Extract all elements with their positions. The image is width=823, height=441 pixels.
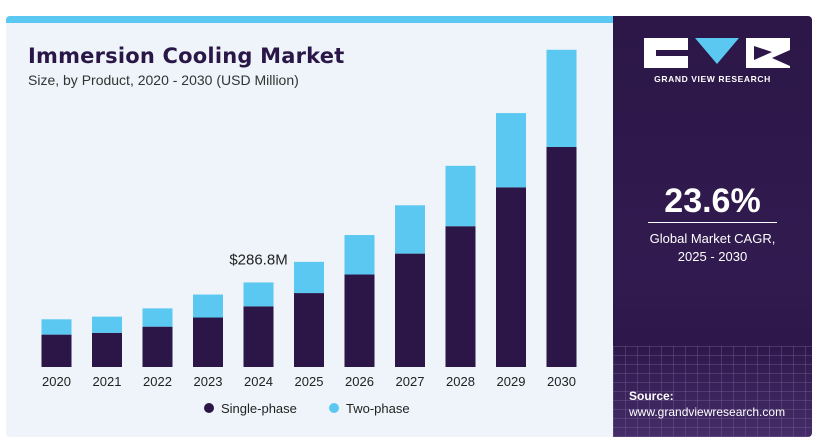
x-tick-label-2024: 2024 — [244, 374, 273, 389]
legend-marker-two-phase — [329, 403, 339, 413]
legend-label-single-phase: Single-phase — [221, 401, 297, 416]
cagr-value: 23.6% — [664, 182, 761, 220]
infographic-card: Immersion Cooling Market Size, by Produc… — [6, 16, 812, 437]
brand-name: GRAND VIEW RESEARCH — [654, 74, 771, 84]
bar-two-phase-2025 — [294, 261, 324, 294]
bar-two-phase-2030 — [546, 49, 577, 147]
bar-two-phase-2027 — [395, 205, 425, 254]
grand-view-research-logo-icon — [644, 38, 790, 68]
legend-label-two-phase: Two-phase — [346, 401, 410, 416]
x-tick-label-2030: 2030 — [547, 374, 576, 389]
bar-chart: 2020 2021 2022 2023 2024 2025 2026 2027 2028 2029… — [41, 49, 577, 416]
bar-two-phase-2022 — [142, 308, 173, 327]
cagr-label-line1: Global Market CAGR, — [649, 231, 776, 246]
chart-subtitle: Size, by Product, 2020 - 2030 (USD Milli… — [28, 72, 299, 88]
stats-panel: GRAND VIEW RESEARCH 23.6% Global Market … — [613, 16, 812, 437]
x-tick-label-2023: 2023 — [194, 374, 223, 389]
x-tick-label-2027: 2027 — [396, 374, 425, 389]
bar-two-phase-2021 — [92, 316, 122, 333]
bar-single-phase-2022 — [142, 326, 173, 367]
divider — [648, 222, 777, 223]
bar-two-phase-2020 — [41, 319, 72, 335]
chart-title: Immersion Cooling Market — [28, 44, 345, 68]
chart-panel: Immersion Cooling Market Size, by Produc… — [6, 23, 613, 437]
annotation-label: $286.8M — [229, 251, 287, 268]
bar-two-phase-2024 — [243, 282, 274, 307]
bar-two-phase-2029 — [496, 113, 526, 188]
accent-bar — [6, 16, 613, 23]
bar-two-phase-2023 — [193, 294, 223, 318]
x-tick-label-2022: 2022 — [143, 374, 172, 389]
x-tick-label-2028: 2028 — [446, 374, 475, 389]
bar-single-phase-2020 — [41, 334, 72, 367]
bar-two-phase-2026 — [344, 235, 375, 275]
bar-single-phase-2027 — [395, 253, 425, 367]
cagr-label: Global Market CAGR, 2025 - 2030 — [613, 230, 812, 266]
bar-single-phase-2024 — [243, 306, 274, 367]
bar-single-phase-2021 — [92, 332, 122, 367]
x-tick-label-2029: 2029 — [497, 374, 526, 389]
bar-two-phase-2028 — [445, 165, 476, 227]
bar-single-phase-2026 — [344, 274, 375, 367]
source-url[interactable]: www.grandviewresearch.com — [629, 405, 786, 419]
x-tick-label-2025: 2025 — [295, 374, 324, 389]
x-tick-label-2026: 2026 — [345, 374, 374, 389]
source-label: Source: — [629, 389, 674, 403]
decorative-grid — [613, 346, 812, 437]
cagr-label-line2: 2025 - 2030 — [677, 249, 748, 264]
bar-single-phase-2030 — [546, 146, 577, 367]
bar-single-phase-2025 — [294, 293, 324, 367]
bar-single-phase-2028 — [445, 226, 476, 367]
bar-single-phase-2023 — [193, 317, 223, 367]
x-tick-label-2021: 2021 — [93, 374, 122, 389]
x-tick-label-2020: 2020 — [42, 374, 71, 389]
legend-marker-single-phase — [204, 403, 214, 413]
bar-single-phase-2029 — [496, 187, 526, 367]
